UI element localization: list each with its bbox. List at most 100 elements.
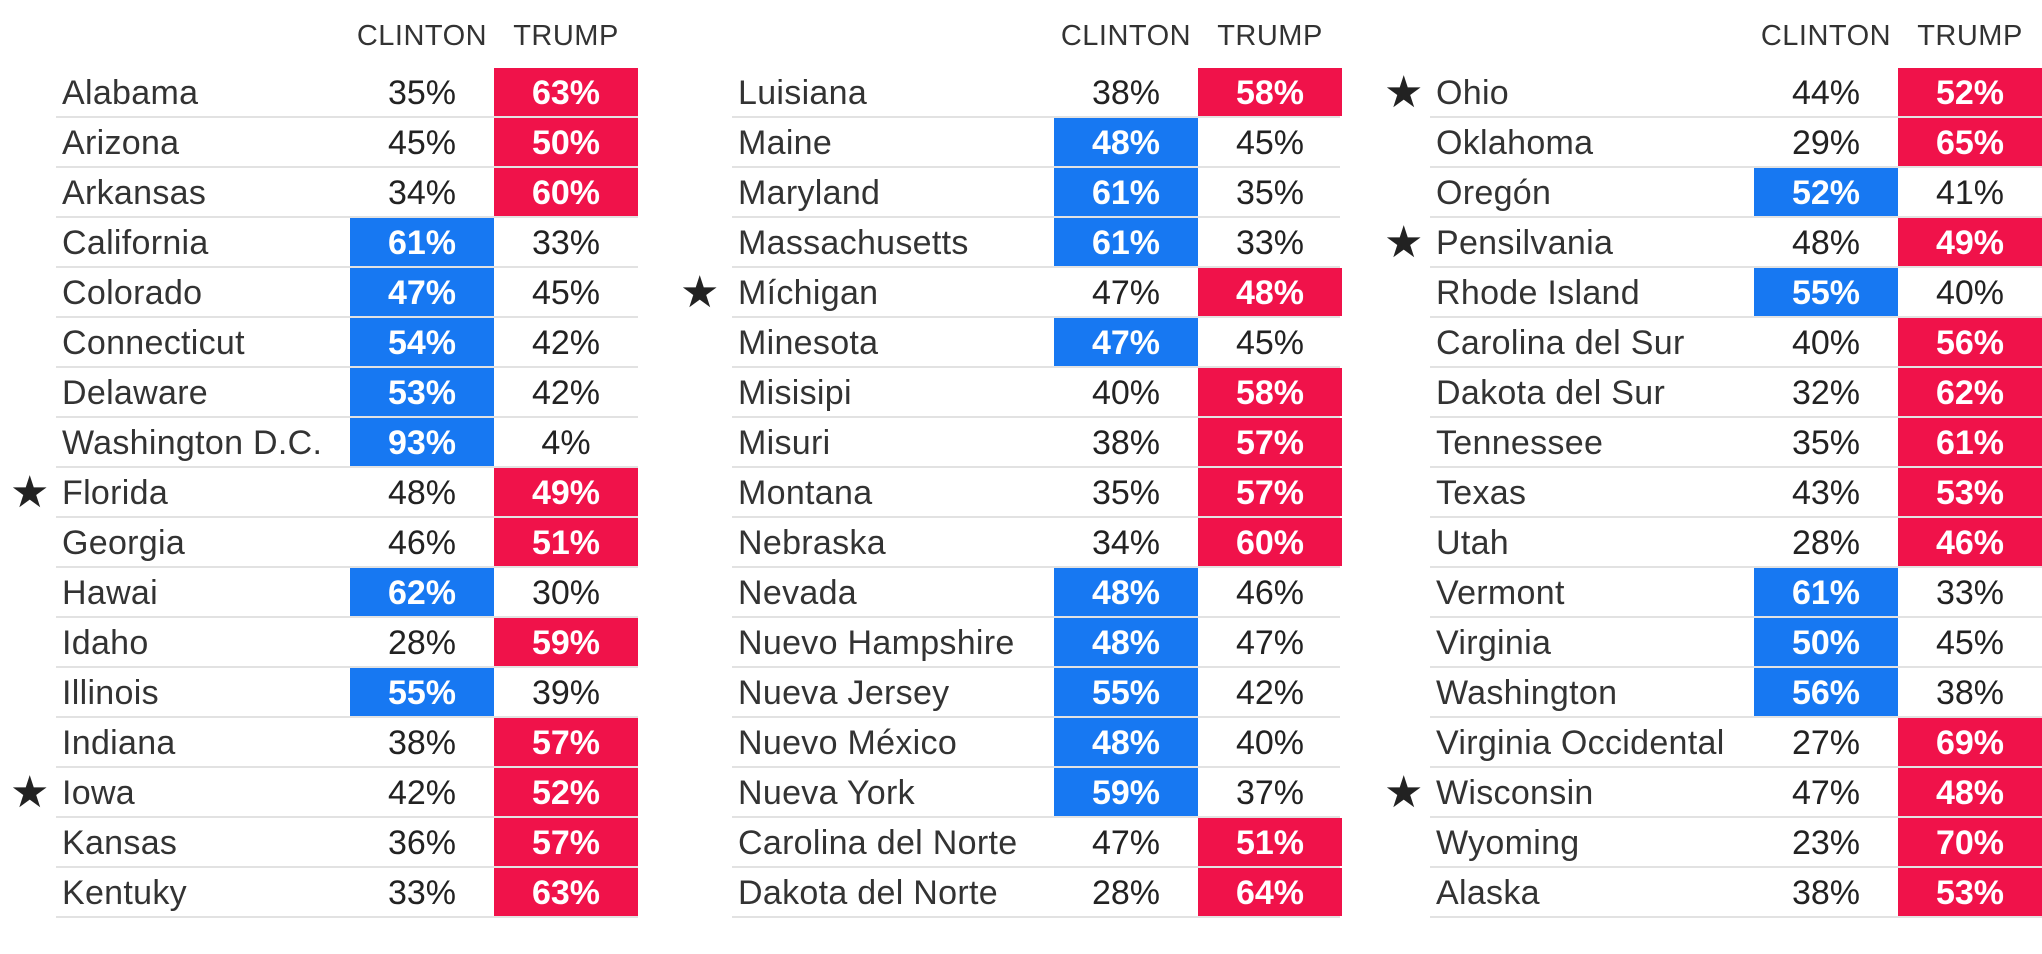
column-header-clinton: CLINTON (1760, 20, 1892, 52)
table-row: Nueva Jersey 55% 42% (732, 668, 1340, 718)
trump-percent: 57% (494, 818, 638, 866)
table-row: Carolina del Norte 47% 51% (732, 818, 1342, 868)
trump-percent: 45% (531, 274, 601, 312)
trump-percent: 56% (1898, 318, 2042, 366)
clinton-percent: 59% (1054, 768, 1198, 816)
state-name: Illinois (62, 674, 159, 712)
state-name: Delaware (62, 374, 209, 412)
table-row: Tennessee 35% 61% (1430, 418, 2042, 468)
clinton-percent: 50% (1754, 618, 1898, 666)
table-row: Kansas 36% 57% (56, 818, 638, 868)
state-name: Tennessee (1436, 424, 1604, 462)
results-table-2: CLINTON TRUMP Luisiana 38% 58% Maine 48% 45% Mar… (680, 0, 1342, 918)
clinton-percent: 42% (387, 774, 457, 812)
trump-percent: 51% (1198, 818, 1342, 866)
state-name: Maine (738, 124, 833, 162)
state-name: Utah (1436, 524, 1510, 562)
table-row: Alabama 35% 63% (56, 68, 638, 118)
trump-percent: 63% (494, 868, 638, 916)
state-name: Nueva York (738, 774, 915, 812)
table-row: Colorado 47% 45% (56, 268, 638, 318)
trump-percent: 50% (494, 118, 638, 166)
state-name: Virginia (1436, 624, 1552, 662)
trump-percent: 69% (1898, 718, 2042, 766)
trump-percent: 40% (1235, 724, 1305, 762)
trump-percent: 33% (1235, 224, 1305, 262)
clinton-percent: 46% (387, 524, 457, 562)
table-row: Virginia 50% 45% (1430, 618, 2042, 668)
table-row: Vermont 61% 33% (1430, 568, 2042, 618)
clinton-percent: 47% (1791, 774, 1861, 812)
state-name: Arizona (62, 124, 180, 162)
state-name: Pensilvania (1436, 224, 1614, 262)
trump-percent: 60% (1198, 518, 1342, 566)
table-row: Indiana 38% 57% (56, 718, 638, 768)
table-row: Rhode Island 55% 40% (1430, 268, 2042, 318)
state-name: Alaska (1436, 874, 1540, 912)
table-row: Dakota del Norte 28% 64% (732, 868, 1342, 918)
table-row: ★ Míchigan 47% 48% (680, 268, 1342, 318)
clinton-percent: 48% (387, 474, 457, 512)
state-name: Luisiana (738, 74, 868, 112)
table-row: Maryland 61% 35% (732, 168, 1340, 218)
clinton-percent: 45% (387, 124, 457, 162)
state-name: Carolina del Sur (1436, 324, 1685, 362)
trump-percent: 39% (531, 674, 601, 712)
state-name: Misuri (738, 424, 831, 462)
state-name: Oregón (1436, 174, 1552, 212)
clinton-percent: 40% (1091, 374, 1161, 412)
trump-percent: 64% (1198, 868, 1342, 916)
table-row: Arkansas 34% 60% (56, 168, 638, 218)
table-row: Wyoming 23% 70% (1430, 818, 2042, 868)
clinton-percent: 55% (350, 668, 494, 716)
state-name: Arkansas (62, 174, 207, 212)
table-row: Georgia 46% 51% (56, 518, 638, 568)
clinton-percent: 44% (1791, 74, 1861, 112)
clinton-percent: 53% (350, 368, 494, 416)
state-name: Misisipi (738, 374, 852, 412)
trump-percent: 40% (1935, 274, 2005, 312)
table-row: Misuri 38% 57% (732, 418, 1342, 468)
table-row: ★ Wisconsin 47% 48% (1384, 768, 2042, 818)
clinton-percent: 55% (1054, 668, 1198, 716)
clinton-percent: 48% (1054, 618, 1198, 666)
table-row: Massachusetts 61% 33% (732, 218, 1340, 268)
clinton-percent: 32% (1791, 374, 1861, 412)
clinton-percent: 27% (1791, 724, 1861, 762)
trump-percent: 45% (1935, 624, 2005, 662)
clinton-percent: 47% (1054, 318, 1198, 366)
table-row: Minesota 47% 45% (732, 318, 1340, 368)
clinton-percent: 35% (1091, 474, 1161, 512)
clinton-percent: 61% (1754, 568, 1898, 616)
state-name: Nueva Jersey (738, 674, 950, 712)
table-row: Nevada 48% 46% (732, 568, 1340, 618)
clinton-percent: 28% (1091, 874, 1161, 912)
swing-state-star-icon: ★ (1384, 68, 1424, 117)
trump-percent: 49% (494, 468, 638, 516)
swing-state-star-icon: ★ (1384, 218, 1424, 267)
state-name: Vermont (1436, 574, 1565, 612)
state-name: Washington (1436, 674, 1618, 712)
swing-state-star-icon: ★ (1384, 768, 1424, 817)
state-name: Dakota del Sur (1436, 374, 1666, 412)
column-header-trump: TRUMP (1217, 20, 1323, 52)
clinton-percent: 56% (1754, 668, 1898, 716)
state-name: Virginia Occidental (1436, 724, 1725, 762)
clinton-percent: 62% (350, 568, 494, 616)
trump-percent: 51% (494, 518, 638, 566)
results-table-1: CLINTON TRUMP Alabama 35% 63% Arizona 45% 50% Ar… (10, 0, 638, 918)
table-row: Idaho 28% 59% (56, 618, 638, 668)
trump-percent: 46% (1235, 574, 1305, 612)
column-header-trump: TRUMP (513, 20, 619, 52)
clinton-percent: 34% (387, 174, 457, 212)
clinton-percent: 48% (1054, 718, 1198, 766)
trump-percent: 42% (531, 374, 601, 412)
state-name: Massachusetts (738, 224, 969, 262)
state-name: Connecticut (62, 324, 245, 362)
table-row: Nuevo Hampshire 48% 47% (732, 618, 1340, 668)
state-name: Míchigan (738, 274, 879, 312)
table-row: Dakota del Sur 32% 62% (1430, 368, 2042, 418)
clinton-percent: 47% (350, 268, 494, 316)
table-row: ★ Pensilvania 48% 49% (1384, 218, 2042, 268)
state-name: Iowa (62, 774, 136, 812)
